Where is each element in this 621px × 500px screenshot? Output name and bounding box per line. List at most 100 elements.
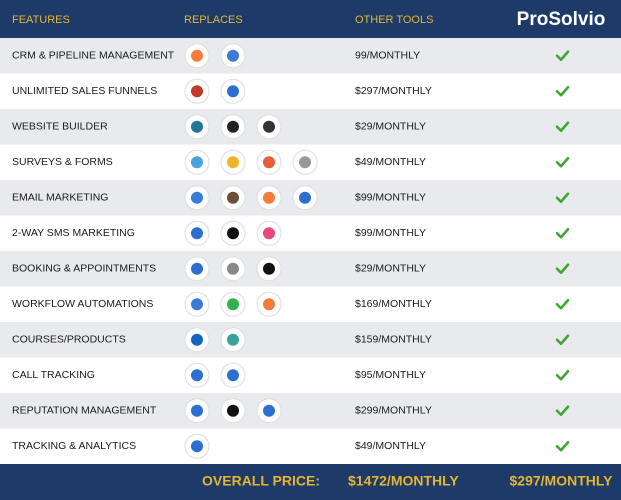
footer-brand-price: $297/MONTHLY <box>510 473 614 489</box>
tool-icon-mark <box>227 404 239 417</box>
tool-icon-mark <box>191 333 203 346</box>
feature: UNLIMITED SALES FUNNELS <box>12 85 157 97</box>
check <box>555 440 570 452</box>
tool-icon-mark <box>227 49 239 62</box>
feature: EMAIL MARKETING <box>12 192 108 204</box>
tool-icon-mark <box>263 404 275 417</box>
tool-icon-mark <box>299 156 311 169</box>
feature: 2-WAY SMS MARKETING <box>12 227 135 239</box>
price: $299/MONTHLY <box>355 405 432 417</box>
tool-icon-mark <box>191 156 203 169</box>
row-bg <box>0 109 621 145</box>
row-bg <box>0 215 621 251</box>
row: CRM & PIPELINE MANAGEMENT 99/MONTHLY <box>0 38 621 74</box>
row: EMAIL MARKETING $99/MONTHLY <box>0 180 621 216</box>
tool-icon-mark <box>191 440 203 453</box>
price: $99/MONTHLY <box>355 227 426 239</box>
tool-icon-mark <box>263 298 275 311</box>
row: SURVEYS & FORMS $49/MONTHLY <box>0 144 621 180</box>
price: $99/MONTHLY <box>355 192 426 204</box>
tool-icon-mark <box>263 120 275 133</box>
tool-icon-mark <box>227 191 239 204</box>
header-brand: ProSolvio <box>517 9 606 30</box>
row: WORKFLOW AUTOMATIONS $169/MONTHLY <box>0 286 621 322</box>
tool-icon-mark <box>227 120 239 133</box>
check <box>555 298 570 310</box>
tool-icon-mark <box>263 227 275 240</box>
footer-bar <box>0 464 621 500</box>
price: $95/MONTHLY <box>355 369 426 381</box>
check <box>555 405 570 417</box>
row-bg <box>0 357 621 393</box>
feature: COURSES/PRODUCTS <box>12 334 126 346</box>
feature: CALL TRACKING <box>12 369 95 381</box>
row: 2-WAY SMS MARKETING $99/MONTHLY <box>0 215 621 251</box>
tool-icon-mark <box>227 156 239 169</box>
check <box>555 156 570 168</box>
check <box>555 334 570 346</box>
check <box>555 263 570 275</box>
row-bg <box>0 73 621 109</box>
row: UNLIMITED SALES FUNNELS $297/MONTHLY <box>0 73 621 109</box>
row-bg <box>0 286 621 322</box>
footer-label: OVERALL PRICE: <box>202 473 320 489</box>
check <box>555 50 570 62</box>
check <box>555 85 570 97</box>
price: $49/MONTHLY <box>355 440 426 452</box>
tool-icon-mark <box>191 49 203 62</box>
price: $29/MONTHLY <box>355 263 426 275</box>
tool-icon-mark <box>227 333 239 346</box>
feature: WORKFLOW AUTOMATIONS <box>12 298 153 310</box>
tool-icon-mark <box>263 191 275 204</box>
tool-icon-mark <box>227 298 239 311</box>
check <box>555 369 570 381</box>
price: $169/MONTHLY <box>355 298 432 310</box>
footer-total: $1472/MONTHLY <box>348 473 459 489</box>
row: TRACKING & ANALYTICS $49/MONTHLY <box>0 428 621 464</box>
tool-icon-mark <box>191 262 203 275</box>
price: $297/MONTHLY <box>355 85 432 97</box>
feature: CRM & PIPELINE MANAGEMENT <box>12 50 175 62</box>
row: REPUTATION MANAGEMENT $299/MONTHLY <box>0 393 621 429</box>
price: $49/MONTHLY <box>355 156 426 168</box>
row-bg <box>0 322 621 358</box>
check <box>555 227 570 239</box>
row-bg <box>0 393 621 429</box>
tool-icon-mark <box>191 120 203 133</box>
tool-icon-mark <box>191 227 203 240</box>
header-features: FEATURES <box>12 14 70 26</box>
row-bg <box>0 38 621 74</box>
feature: REPUTATION MANAGEMENT <box>12 405 157 417</box>
row: WEBSITE BUILDER $29/MONTHLY <box>0 109 621 145</box>
feature: TRACKING & ANALYTICS <box>12 440 136 452</box>
price: $29/MONTHLY <box>355 121 426 133</box>
feature: WEBSITE BUILDER <box>12 121 108 133</box>
tool-icon-mark <box>263 156 275 169</box>
check <box>555 121 570 133</box>
price: $159/MONTHLY <box>355 334 432 346</box>
tool-icon-mark <box>191 369 203 382</box>
header-bar <box>0 0 621 38</box>
tool-icon-mark <box>191 191 203 204</box>
row: CALL TRACKING $95/MONTHLY <box>0 357 621 393</box>
header-other-tools: OTHER TOOLS <box>355 14 433 26</box>
row-bg <box>0 251 621 287</box>
tool-icon-mark <box>263 262 275 275</box>
header-replaces: REPLACES <box>184 14 243 26</box>
tool-icon-mark <box>227 85 239 98</box>
row: COURSES/PRODUCTS $159/MONTHLY <box>0 322 621 358</box>
tool-icon-mark <box>191 298 203 311</box>
feature: SURVEYS & FORMS <box>12 156 113 168</box>
check <box>555 192 570 204</box>
tool-icon-mark <box>299 191 311 204</box>
tool-icon-mark <box>227 227 239 240</box>
price: 99/MONTHLY <box>355 50 420 62</box>
tool-icon-mark <box>227 262 239 275</box>
feature: BOOKING & APPOINTMENTS <box>12 263 156 275</box>
row-bg <box>0 428 621 464</box>
tool-icon-mark <box>191 404 203 417</box>
tool-icon-mark <box>227 369 239 382</box>
row: BOOKING & APPOINTMENTS $29/MONTHLY <box>0 251 621 287</box>
tool-icon-mark <box>191 85 203 98</box>
